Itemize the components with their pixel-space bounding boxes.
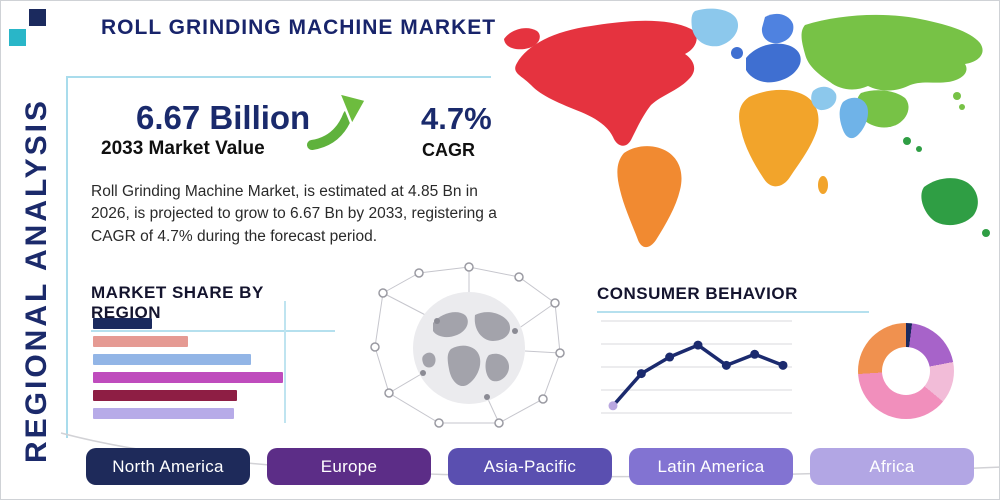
region-button-asia-pacific[interactable]: Asia-Pacific [448, 448, 612, 485]
bar-5 [93, 390, 238, 401]
line-point-4 [693, 340, 703, 350]
bar-4 [93, 372, 283, 383]
cagr-caption: CAGR [422, 140, 475, 160]
market-description: Roll Grinding Machine Market, is estimat… [91, 183, 497, 245]
corner-square-navy [29, 9, 46, 26]
side-label-regional-analysis: REGIONAL ANALYSIS [20, 98, 53, 464]
globe-network-illustration [370, 262, 565, 428]
map-australia [921, 178, 978, 226]
region-button-latin-america[interactable]: Latin America [629, 448, 793, 485]
map-south-america [617, 146, 682, 248]
line-point-6 [750, 349, 760, 359]
market-value-stat: 6.67 Billion [136, 99, 311, 136]
map-north-america [515, 20, 697, 146]
world-map [504, 8, 990, 248]
bar-2 [93, 336, 188, 347]
map-india [839, 97, 868, 139]
top-divider-line [66, 76, 491, 78]
map-asia [801, 14, 983, 91]
consumer-behavior-line-chart [601, 320, 792, 414]
line-point-5 [721, 360, 731, 370]
bar-chart-axis-line [284, 301, 286, 423]
map-greenland [691, 8, 739, 47]
market-value-caption: 2033 Market Value [101, 138, 265, 159]
donut-hole [882, 347, 930, 395]
cagr-stat: 4.7% [421, 101, 492, 136]
page-title: ROLL GRINDING MACHINE MARKET [101, 16, 497, 39]
consumer-behavior-heading: CONSUMER BEHAVIOR [597, 284, 869, 313]
bar-6 [93, 408, 234, 419]
map-europe [746, 43, 801, 83]
line-point-7 [778, 360, 788, 370]
bar-3 [93, 354, 251, 365]
bar-1 [93, 318, 152, 329]
line-point-2 [636, 369, 646, 379]
map-middle-east [811, 86, 837, 111]
market-share-bar-chart [93, 318, 293, 426]
market-share-heading: MARKET SHARE BY REGION [91, 283, 335, 332]
region-button-africa[interactable]: Africa [810, 448, 974, 485]
region-buttons: North America Europe Asia-Pacific Latin Ame… [86, 448, 974, 485]
region-button-north-america[interactable]: North America [86, 448, 250, 485]
region-button-europe[interactable]: Europe [267, 448, 431, 485]
left-divider-line [66, 76, 68, 438]
line-point-3 [665, 352, 675, 362]
growth-arrow-icon [306, 91, 368, 153]
line-point-1 [608, 401, 618, 411]
corner-square-teal [9, 29, 26, 46]
map-africa [739, 89, 819, 187]
